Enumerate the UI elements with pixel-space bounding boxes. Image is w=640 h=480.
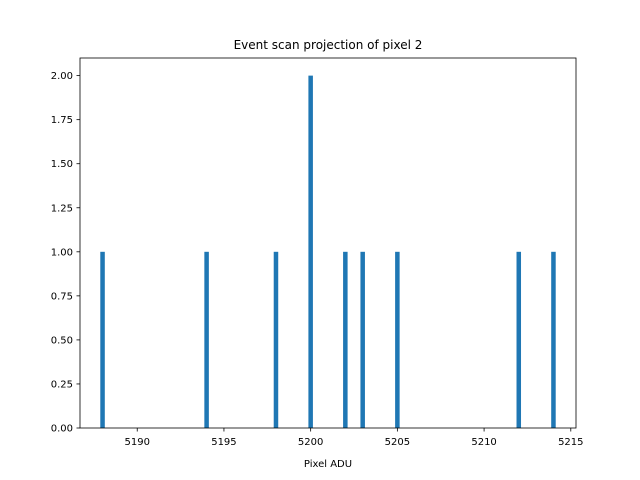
histogram-bar-7	[516, 251, 522, 428]
histogram-bar-0	[100, 251, 105, 428]
y-tick-label-5: 1.25	[51, 203, 73, 214]
y-tick-label-7: 1.75	[51, 115, 73, 126]
y-tick-label-1: 0.25	[51, 379, 73, 390]
y-tick-label-8: 2.00	[51, 71, 73, 82]
histogram-bar-3	[308, 75, 313, 428]
y-tick-label-2: 0.50	[51, 335, 73, 346]
x-tick-label-4: 5210	[471, 437, 496, 448]
histogram-bar-1	[204, 251, 209, 428]
y-axis-ticks: 0.00 0.25 0.50 0.75 1.00 1.25 1.50 1.75 2.00	[51, 71, 80, 435]
histogram-bar-4	[343, 251, 348, 428]
x-tick-label-5: 5215	[558, 437, 583, 448]
y-tick-label-6: 1.50	[51, 159, 73, 170]
bars-group	[100, 75, 556, 428]
chart-title: Event scan projection of pixel 2	[234, 38, 423, 52]
x-axis-title: Pixel ADU	[304, 459, 352, 470]
y-tick-label-0: 0.00	[51, 424, 73, 435]
y-tick-label-4: 1.00	[51, 247, 73, 258]
x-axis-ticks: 5190 5195 5200 5205 5210 5215	[125, 428, 584, 448]
histogram-bar-6	[395, 251, 400, 428]
y-tick-label-3: 0.75	[51, 291, 73, 302]
histogram-bar-8	[551, 251, 556, 428]
x-tick-label-0: 5190	[125, 437, 150, 448]
x-tick-label-1: 5195	[211, 437, 236, 448]
x-tick-label-2: 5200	[298, 437, 323, 448]
histogram-bar-5	[360, 251, 365, 428]
plot-frame	[79, 57, 577, 429]
histogram-bar-2	[273, 251, 279, 428]
x-tick-label-3: 5205	[385, 437, 410, 448]
